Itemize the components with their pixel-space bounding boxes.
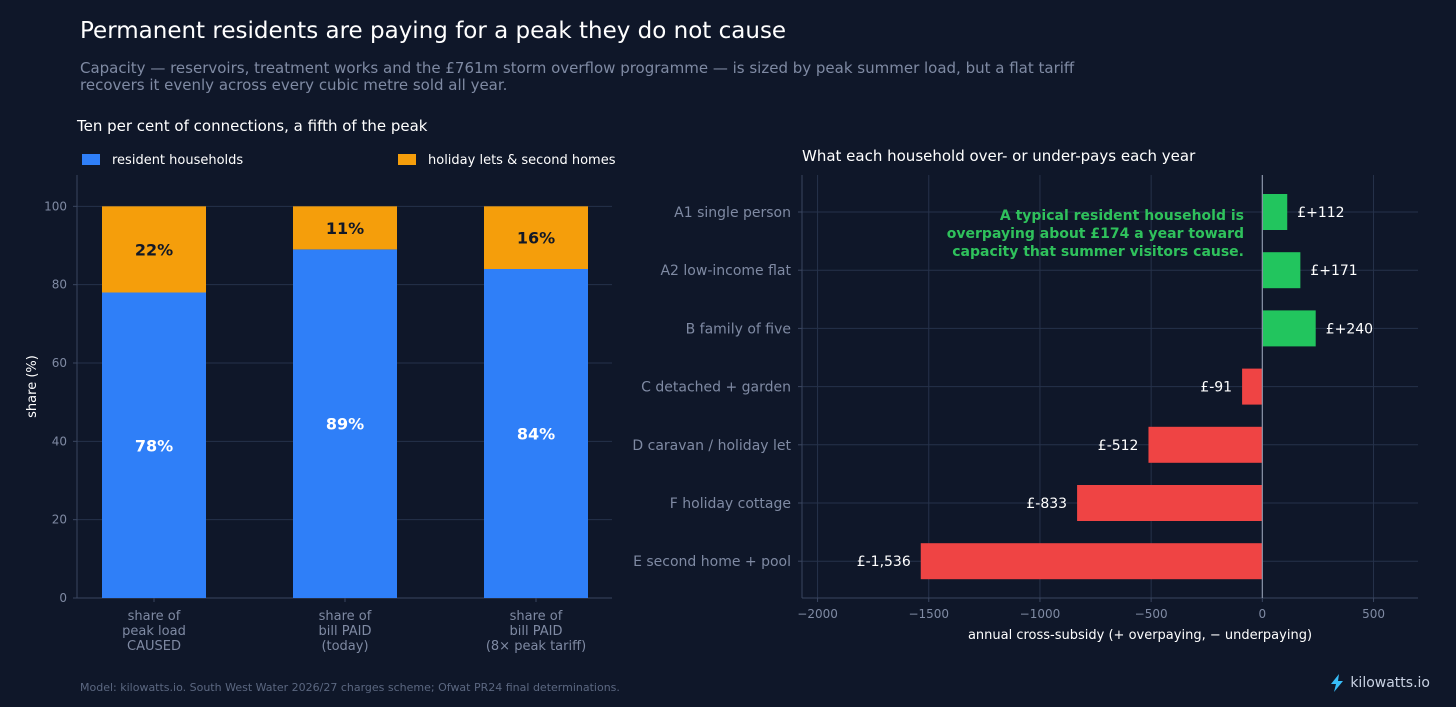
horizontal-bar-chart: What each household over- or under-pays … (632, 147, 1418, 643)
y-tick-label: 100 (44, 199, 67, 213)
x-tick-label: 0 (1259, 607, 1267, 621)
page-subtitle: Capacity — reservoirs, treatment works a… (80, 59, 1075, 94)
y-tick-label: 20 (52, 513, 67, 527)
stacked-bar-chart: Ten per cent of connections, a fifth of … (25, 117, 616, 654)
bar-underpaying (1242, 368, 1263, 405)
annotation-text: capacity that summer visitors cause. (952, 244, 1244, 260)
bar-value-label: £+240 (1326, 321, 1373, 337)
bar-value-label: 22% (135, 240, 173, 259)
bar-value-label: £+171 (1310, 263, 1357, 279)
right-chart-title: What each household over- or under-pays … (802, 147, 1196, 165)
x-tick-label: (today) (321, 639, 368, 654)
source-note: Model: kilowatts.io. South West Water 20… (80, 681, 620, 694)
y-tick-label: 60 (52, 356, 67, 370)
bar-value-label: 84% (517, 425, 555, 444)
y-tick-label: 80 (52, 278, 67, 292)
x-tick-label: peak load (122, 624, 186, 639)
left-chart-title: Ten per cent of connections, a fifth of … (76, 117, 428, 135)
annotation-text: overpaying about £174 a year toward (947, 226, 1244, 242)
bar-holiday (484, 206, 588, 269)
x-tick-label: −2000 (797, 607, 838, 621)
bar-value-label: 78% (135, 436, 173, 455)
y-tick-label: A2 low-income flat (660, 263, 791, 279)
bar-underpaying (1148, 426, 1263, 463)
y-tick-label: 40 (52, 434, 67, 448)
y-tick-label: D caravan / holiday let (632, 438, 791, 454)
y-tick-label: B family of five (686, 321, 791, 337)
bar-overpaying (1262, 194, 1288, 230)
bar-underpaying (1077, 485, 1263, 521)
bar-overpaying (1262, 310, 1316, 347)
legend-label: holiday lets & second homes (428, 153, 616, 168)
x-tick-label: share of (128, 609, 181, 624)
bar-holiday (293, 206, 397, 250)
bar-overpaying (1262, 252, 1301, 289)
bar-holiday (102, 206, 206, 293)
legend-label: resident households (112, 153, 243, 168)
y-tick-label: C detached + garden (641, 380, 791, 396)
x-tick-label: 500 (1362, 607, 1385, 621)
bar-resident (102, 292, 206, 598)
x-tick-label: −500 (1135, 607, 1168, 621)
y-axis-label: share (%) (25, 355, 40, 418)
x-tick-label: (8× peak tariff) (486, 639, 586, 654)
page-title: Permanent residents are paying for a pea… (80, 18, 787, 44)
lightning-bolt-icon (1331, 674, 1344, 692)
y-tick-label: E second home + pool (633, 554, 791, 570)
bar-value-label: £-833 (1026, 496, 1067, 512)
bar-value-label: £-512 (1098, 438, 1139, 454)
bar-value-label: 11% (326, 219, 364, 238)
annotation-text: A typical resident household is (1000, 208, 1244, 224)
brand-label: kilowatts.io (1350, 675, 1430, 691)
bar-value-label: £+112 (1297, 205, 1344, 221)
bar-value-label: £-91 (1200, 380, 1232, 396)
bar-resident (293, 249, 397, 598)
x-tick-label: CAUSED (127, 639, 181, 654)
brand[interactable]: kilowatts.io (1330, 674, 1430, 692)
y-tick-label: F holiday cottage (670, 496, 791, 512)
x-axis-label: annual cross-subsidy (+ overpaying, − un… (968, 628, 1312, 643)
y-tick-label: A1 single person (674, 205, 791, 221)
y-tick-label: 0 (59, 591, 67, 605)
x-tick-label: −1500 (908, 607, 949, 621)
bar-resident (484, 269, 588, 598)
x-tick-label: bill PAID (319, 624, 372, 639)
x-tick-label: −1000 (1020, 607, 1061, 621)
bar-underpaying (920, 543, 1263, 580)
x-tick-label: share of (319, 609, 372, 624)
bar-value-label: £-1,536 (857, 554, 911, 570)
legend-swatch (398, 154, 416, 165)
bar-value-label: 16% (517, 229, 555, 248)
bar-value-label: 89% (326, 415, 364, 434)
x-tick-label: share of (510, 609, 563, 624)
legend-swatch (82, 154, 100, 165)
x-tick-label: bill PAID (510, 624, 563, 639)
